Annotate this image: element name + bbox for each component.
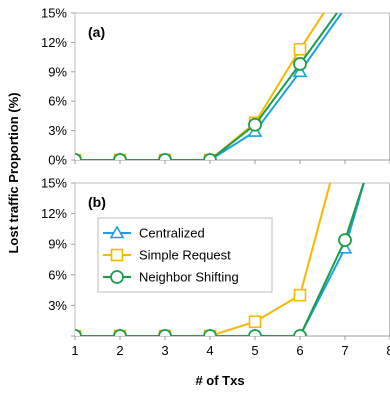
panel-label: (a): [88, 24, 105, 40]
legend-label: Simple Request: [139, 248, 231, 263]
data-point: [75, 153, 82, 160]
x-tick-label: 2: [116, 343, 123, 358]
x-tick-label: 5: [251, 343, 258, 358]
x-tick-label: 7: [341, 343, 348, 358]
x-tick-label: 6: [296, 343, 303, 358]
legend-label: Neighbor Shifting: [139, 270, 239, 285]
plot-area-border: [74, 12, 390, 161]
data-point: [203, 329, 217, 336]
data-point: [113, 153, 127, 160]
y-tick-label: 9%: [48, 64, 67, 79]
y-tick-label: 6%: [48, 94, 67, 109]
y-axis-title: Lost traffic Proportion (%): [6, 92, 21, 253]
x-tick-label: 4: [206, 343, 213, 358]
data-point: [248, 315, 262, 329]
series-group: [75, 13, 343, 160]
panel-b: 3% 6% 9% 12% 15% 1 2 3 4 5 6 7 8 (b) Centralized Simple…: [41, 176, 390, 358]
series-line-neighbor-shifting: [75, 183, 365, 336]
series-line-centralized: [75, 13, 343, 160]
panel-label: (b): [88, 194, 106, 210]
data-point: [75, 329, 82, 336]
legend-marker: [110, 270, 124, 284]
series-line-simple-request: [75, 13, 325, 160]
legend-label: Centralized: [139, 226, 205, 241]
data-point: [338, 233, 352, 248]
y-tick-label: 3%: [48, 123, 67, 138]
y-tick-label: 9%: [48, 237, 67, 252]
series-line-centralized: [75, 183, 365, 336]
y-tick-label: 12%: [41, 35, 67, 50]
data-point: [248, 117, 262, 132]
y-tick-label: 15%: [41, 176, 67, 191]
x-tick-label: 8: [386, 343, 390, 358]
data-point: [158, 329, 172, 336]
legend-marker: [109, 225, 125, 239]
data-point: [292, 64, 308, 78]
y-tick-label: 3%: [48, 298, 67, 313]
data-point: [293, 42, 307, 56]
data-point: [248, 329, 262, 336]
data-point: [158, 153, 172, 160]
x-axis-title: # of Txs: [195, 373, 244, 388]
data-point: [293, 57, 307, 71]
y-tick-label: 12%: [41, 206, 67, 221]
data-point: [113, 329, 127, 336]
y-tick-label: 15%: [41, 6, 67, 21]
data-point: [293, 329, 307, 336]
y-tick-label: 0%: [48, 153, 67, 168]
series-line-neighbor-shifting: [75, 13, 339, 160]
data-point: [203, 153, 217, 160]
y-tick-label: 6%: [48, 267, 67, 282]
data-point: [293, 288, 307, 302]
x-tick-label: 1: [71, 343, 78, 358]
x-tick-label: 3: [161, 343, 168, 358]
series-group: [75, 183, 365, 336]
legend: Centralized Simple Request Neighbor Shifti…: [97, 217, 273, 293]
panel-a: 0% 3% 6% 9% 12% 15% (a): [41, 6, 390, 168]
legend-marker: [110, 248, 124, 262]
